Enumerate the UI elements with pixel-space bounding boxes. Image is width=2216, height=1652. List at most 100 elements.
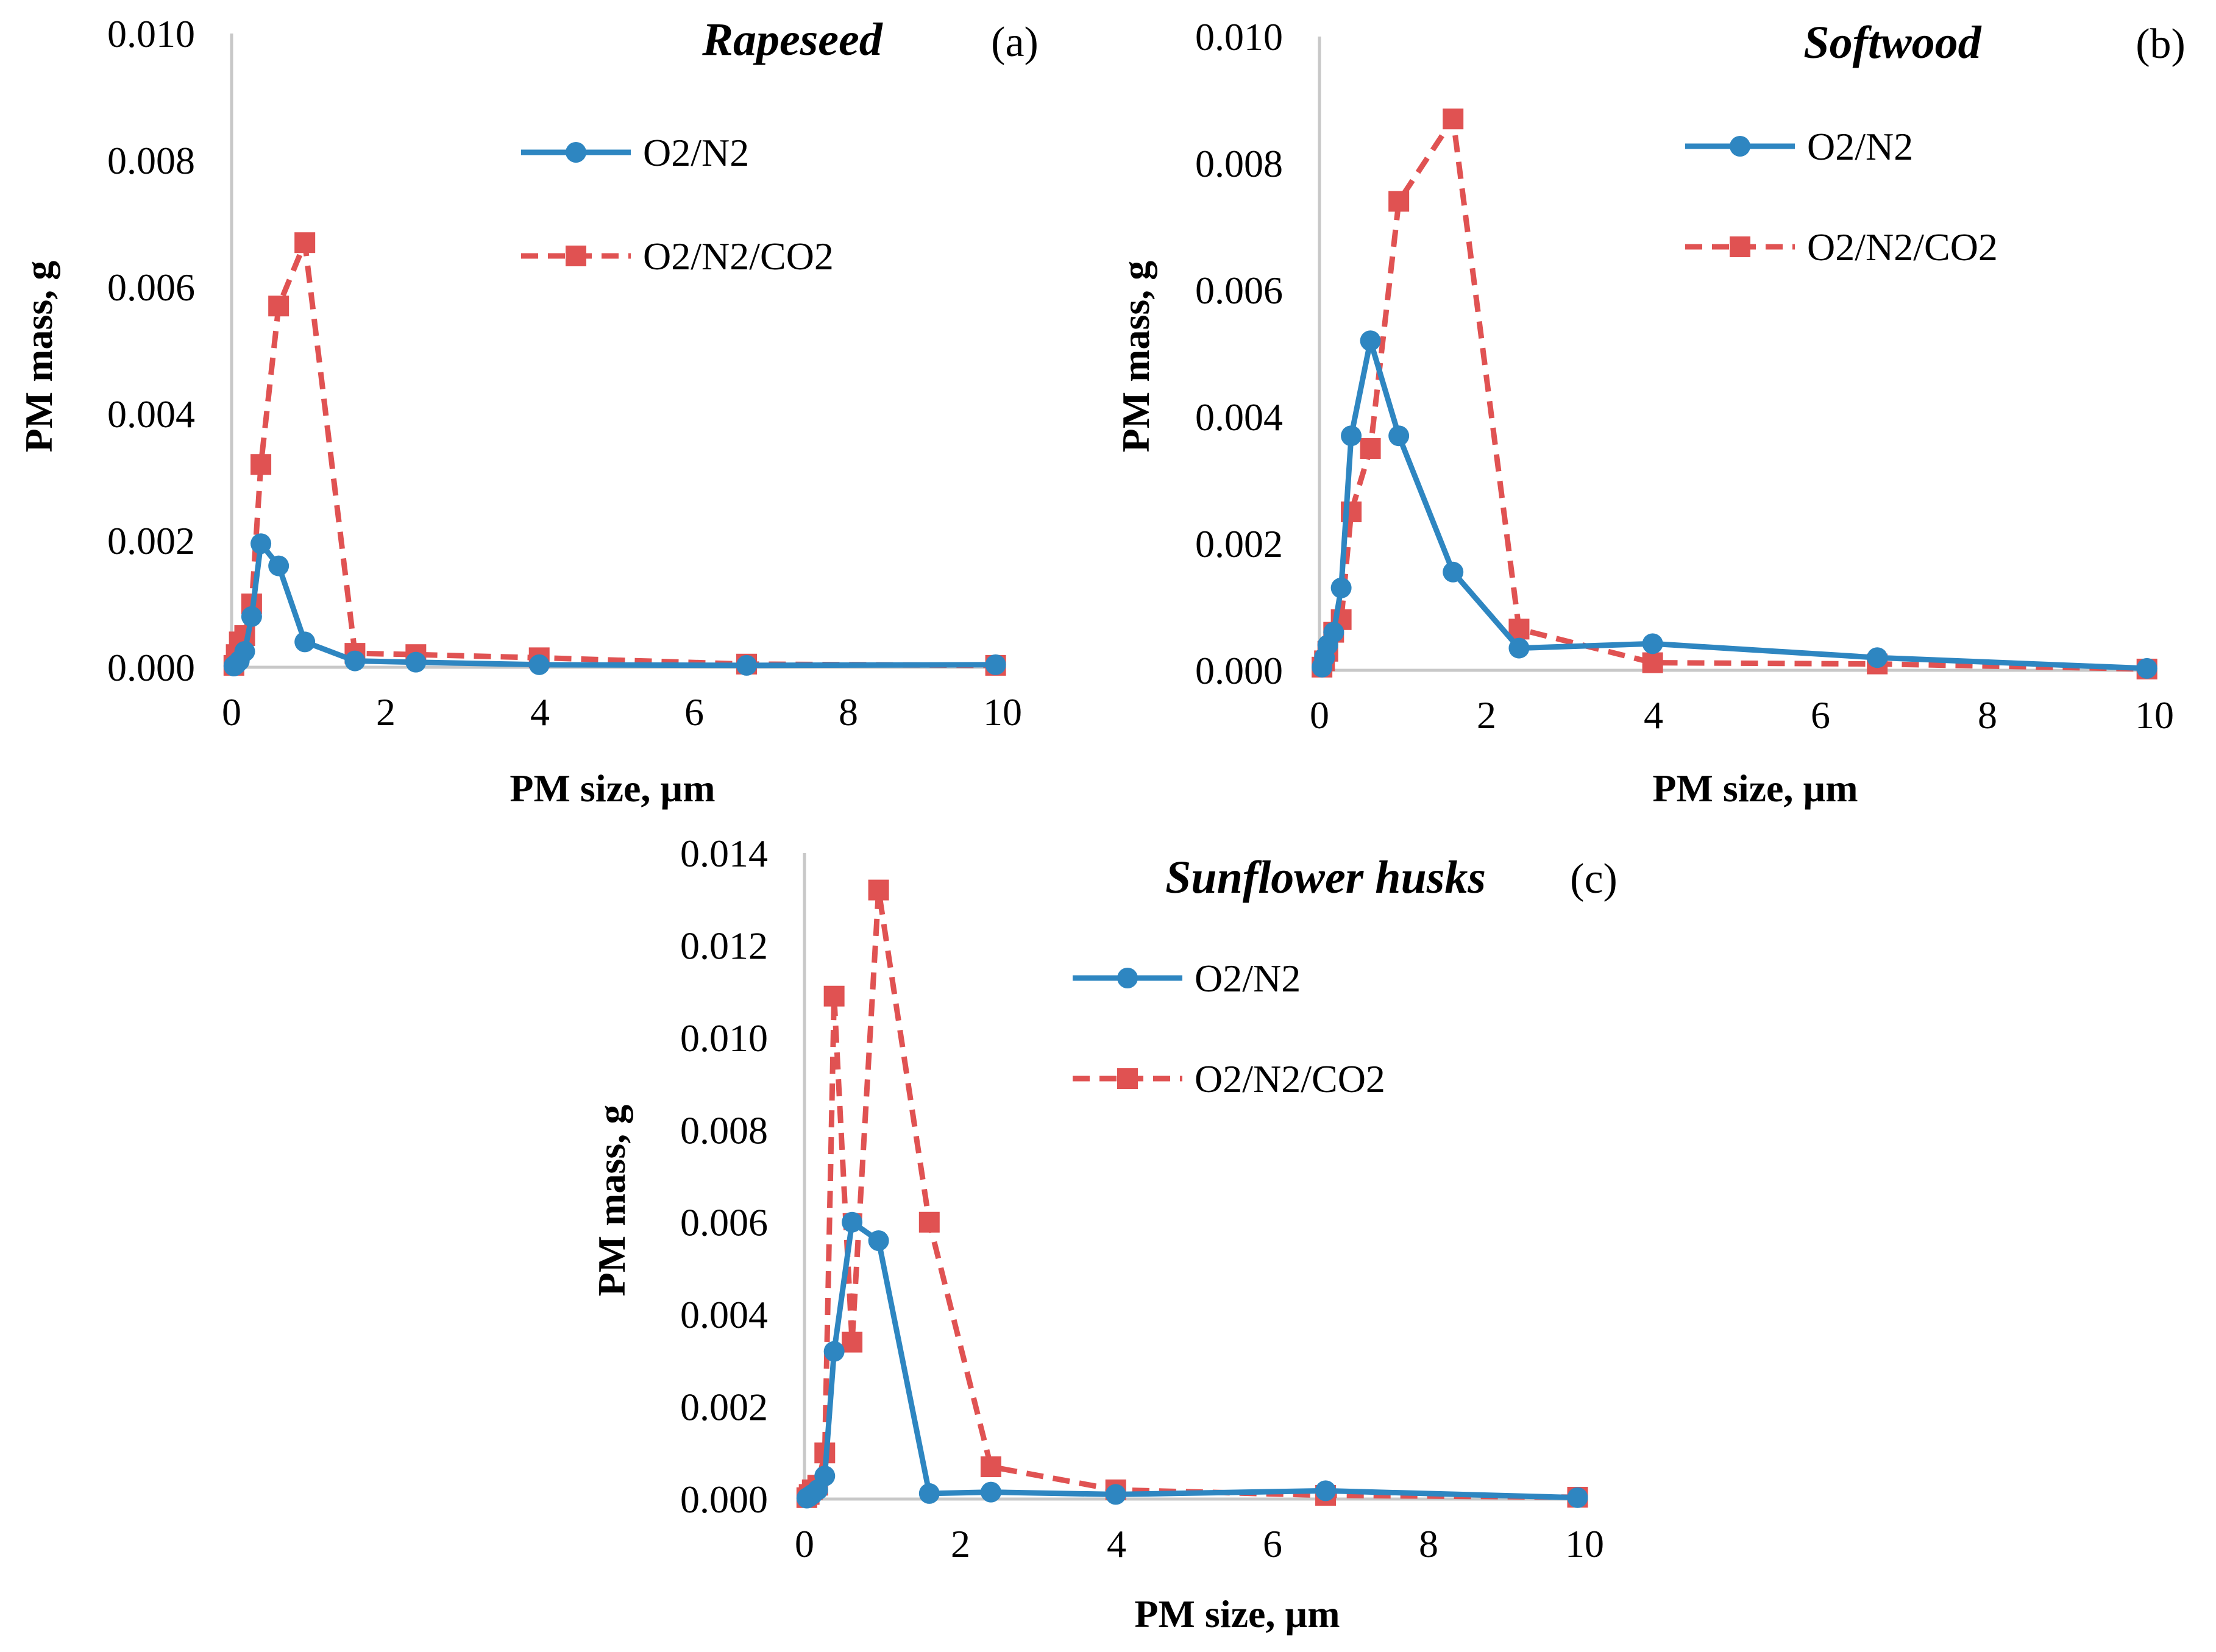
data-point (1443, 561, 1464, 583)
x-tick-label: 10 (2135, 693, 2174, 737)
y-tick-label: 0.006 (107, 266, 195, 309)
data-point (842, 1331, 863, 1353)
y-tick-label: 0.004 (1195, 395, 1283, 439)
data-point (1642, 652, 1663, 673)
x-tick-label: 10 (1565, 1522, 1604, 1565)
data-point (1330, 577, 1352, 598)
x-tick-label: 2 (951, 1522, 970, 1565)
data-point (1508, 637, 1530, 659)
data-point (294, 631, 316, 653)
x-tick-label: 0 (1310, 693, 1329, 737)
y-tick-label: 0.010 (107, 12, 195, 55)
x-tick-label: 4 (1644, 693, 1663, 737)
y-tick-label: 0.004 (107, 392, 195, 436)
data-point (2136, 658, 2157, 679)
data-point (1388, 425, 1410, 447)
x-tick-label: 10 (983, 690, 1022, 734)
legend-label: O2/N2/CO2 (643, 235, 834, 278)
y-tick-label: 0.000 (107, 646, 195, 689)
x-tick-label: 4 (1107, 1522, 1126, 1565)
x-tick-label: 8 (1419, 1522, 1438, 1565)
legend-marker (566, 142, 586, 163)
x-tick-label: 0 (222, 690, 241, 734)
legend: O2/N2 O2/N2/CO2 (521, 131, 834, 278)
data-point (823, 1341, 845, 1362)
series-o2-n2 (1312, 330, 2157, 679)
data-point (1443, 108, 1464, 130)
legend-label: O2/N2 (1195, 957, 1301, 1000)
data-point (1867, 647, 1888, 668)
x-tick-label: 0 (795, 1522, 814, 1565)
data-point (1642, 633, 1663, 654)
y-tick-label: 0.002 (680, 1386, 768, 1429)
chart-title: Rapeseed (701, 14, 882, 65)
data-point (1360, 438, 1381, 459)
data-point (980, 1456, 1001, 1477)
chart-sunflower-husks: Sunflower husks (c) PM size, µm PM mass,… (590, 832, 1618, 1636)
legend-marker (1117, 1068, 1138, 1089)
x-tick-label: 6 (1811, 693, 1830, 737)
panel-label: (a) (991, 19, 1039, 66)
data-point (344, 650, 366, 672)
data-point (736, 654, 758, 676)
panel-label: (b) (2136, 21, 2186, 68)
x-axis-title: PM size, µm (1134, 1592, 1340, 1636)
y-tick-label: 0.010 (680, 1016, 768, 1060)
chart-softwood: Softwood (b) PM size, µm PM mass, g 0.00… (1114, 15, 2186, 810)
legend-label: O2/N2/CO2 (1195, 1057, 1385, 1101)
legend-label: O2/N2 (643, 131, 749, 174)
y-tick-label: 0.006 (1195, 269, 1283, 312)
chart-title: Sunflower husks (1165, 852, 1486, 903)
y-tick-label: 0.008 (680, 1108, 768, 1152)
chart-rapeseed: Rapeseed (a) PM size, µm PM mass, g 0.00… (17, 12, 1039, 810)
y-tick-label: 0.000 (680, 1478, 768, 1521)
data-point (241, 606, 262, 627)
data-point (985, 654, 1006, 675)
series-o2-n2 (796, 1211, 1588, 1509)
data-point (268, 296, 289, 317)
data-point (868, 879, 889, 901)
legend: O2/N2 O2/N2/CO2 (1685, 125, 1998, 269)
data-point (294, 232, 316, 253)
y-tick-label: 0.012 (680, 924, 768, 967)
legend-label: O2/N2 (1807, 125, 1913, 168)
data-point (1315, 1480, 1337, 1501)
data-point (868, 1230, 889, 1251)
legend: O2/N2 O2/N2/CO2 (1073, 957, 1385, 1101)
data-point (814, 1466, 836, 1487)
data-point (234, 641, 255, 662)
y-tick-label: 0.014 (680, 832, 768, 875)
x-tick-label: 4 (530, 690, 550, 734)
x-tick-label: 8 (839, 690, 858, 734)
x-tick-label: 6 (684, 690, 704, 734)
x-tick-label: 2 (376, 690, 396, 734)
y-tick-label: 0.008 (1195, 142, 1283, 185)
y-tick-label: 0.004 (680, 1293, 768, 1336)
data-point (918, 1483, 940, 1504)
legend-marker (1117, 968, 1138, 988)
data-point (918, 1211, 940, 1233)
data-point (1105, 1484, 1126, 1505)
data-point (250, 454, 272, 475)
legend-label: O2/N2/CO2 (1807, 225, 1998, 269)
y-axis-title: PM mass, g (1114, 261, 1157, 453)
x-tick-label: 6 (1263, 1522, 1282, 1565)
x-tick-label: 2 (1477, 693, 1496, 737)
data-point (250, 533, 272, 555)
data-point (268, 555, 289, 576)
x-axis-title: PM size, µm (1652, 767, 1858, 810)
legend-marker (1730, 236, 1750, 257)
y-axis-title: PM mass, g (17, 261, 60, 453)
data-point (842, 1211, 863, 1233)
data-point (1360, 330, 1381, 352)
y-tick-label: 0.000 (1195, 649, 1283, 692)
legend-marker (1730, 136, 1750, 157)
data-point (405, 651, 427, 673)
y-tick-label: 0.002 (107, 519, 195, 562)
data-point (1388, 191, 1410, 212)
series-o2-n2 (223, 533, 1006, 676)
y-tick-label: 0.006 (680, 1201, 768, 1244)
data-point (1323, 622, 1344, 643)
